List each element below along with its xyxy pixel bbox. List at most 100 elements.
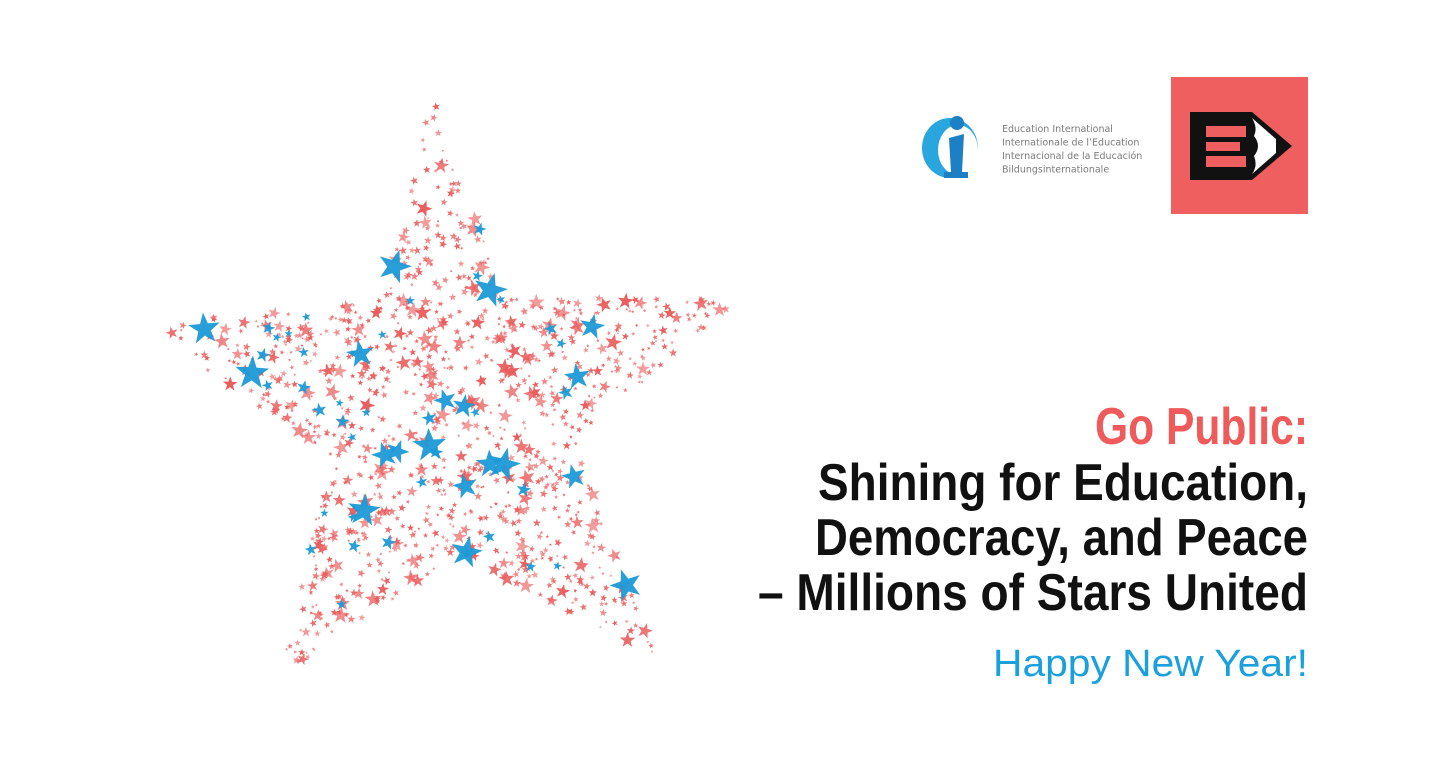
red-star	[346, 538, 351, 543]
red-star	[453, 327, 461, 335]
red-star	[334, 466, 339, 471]
red-star	[345, 588, 349, 593]
red-star	[425, 352, 433, 360]
red-star	[507, 502, 513, 508]
red-star	[428, 112, 439, 122]
red-star	[388, 310, 399, 321]
red-star	[439, 492, 444, 497]
red-star	[552, 407, 558, 412]
red-star	[421, 515, 431, 525]
red-star	[630, 309, 635, 314]
red-star	[598, 608, 608, 617]
red-star	[384, 367, 392, 375]
red-star	[434, 129, 443, 137]
red-star	[597, 565, 602, 570]
red-star	[288, 364, 295, 371]
star-field	[164, 101, 731, 666]
red-star	[330, 490, 334, 495]
red-star	[338, 581, 344, 587]
red-star	[656, 361, 665, 369]
red-star	[413, 338, 420, 344]
red-star	[652, 294, 662, 304]
red-star	[346, 614, 356, 624]
red-star	[684, 299, 690, 305]
red-star	[447, 364, 455, 371]
red-star	[431, 566, 436, 571]
red-star	[579, 602, 588, 612]
red-star	[474, 356, 484, 367]
red-star	[422, 243, 431, 252]
red-star	[592, 395, 597, 400]
red-star	[460, 272, 468, 280]
red-star	[241, 341, 252, 352]
red-star	[404, 253, 412, 261]
red-star	[591, 365, 604, 376]
red-star	[387, 549, 392, 554]
red-star	[409, 198, 419, 207]
red-star	[473, 234, 483, 244]
red-star	[473, 491, 483, 501]
red-star	[458, 416, 476, 433]
red-star	[561, 354, 569, 361]
red-star	[349, 334, 354, 340]
red-star	[230, 358, 237, 365]
red-star	[405, 484, 419, 497]
red-star	[448, 293, 457, 301]
red-star	[434, 222, 441, 229]
red-star	[483, 424, 491, 432]
red-star	[321, 501, 330, 510]
red-star	[236, 314, 252, 330]
red-star	[417, 261, 423, 266]
red-star	[266, 305, 282, 321]
go-public-logo	[1171, 77, 1308, 214]
red-star	[442, 544, 450, 552]
red-star	[575, 410, 585, 420]
red-star	[576, 499, 584, 506]
red-star	[235, 360, 241, 367]
red-star	[564, 507, 571, 513]
red-star	[400, 561, 406, 566]
red-star	[557, 296, 567, 306]
red-star	[530, 570, 540, 579]
red-star	[528, 544, 536, 553]
red-star	[395, 422, 404, 430]
red-star	[571, 571, 579, 579]
red-star	[582, 581, 591, 590]
red-star	[405, 498, 411, 505]
red-star	[624, 307, 629, 311]
logo-text: Bildungsinternationale	[1002, 165, 1109, 176]
red-star	[553, 494, 559, 500]
red-star	[435, 512, 440, 517]
red-star	[592, 508, 602, 517]
red-star	[366, 561, 374, 569]
red-star	[314, 563, 318, 568]
red-star	[588, 419, 594, 426]
red-star	[261, 311, 271, 321]
red-star	[555, 554, 559, 558]
red-star	[462, 511, 469, 517]
red-star	[427, 551, 436, 560]
red-star	[450, 523, 456, 529]
red-star	[572, 308, 577, 312]
blue-star	[297, 346, 310, 358]
red-star	[551, 469, 555, 473]
red-star	[631, 600, 636, 605]
red-star	[631, 360, 638, 367]
red-star	[401, 345, 408, 352]
red-star	[624, 619, 630, 624]
red-star	[442, 465, 447, 470]
red-star	[440, 456, 448, 463]
red-star	[534, 448, 542, 455]
red-star	[288, 349, 294, 355]
red-star	[357, 613, 366, 622]
red-star	[317, 516, 321, 520]
red-star	[535, 532, 544, 541]
red-star	[501, 324, 507, 329]
red-star	[397, 503, 407, 512]
red-star	[561, 492, 567, 497]
red-star	[419, 296, 432, 307]
red-star	[559, 326, 564, 331]
red-star	[438, 505, 445, 512]
red-star	[443, 349, 449, 355]
